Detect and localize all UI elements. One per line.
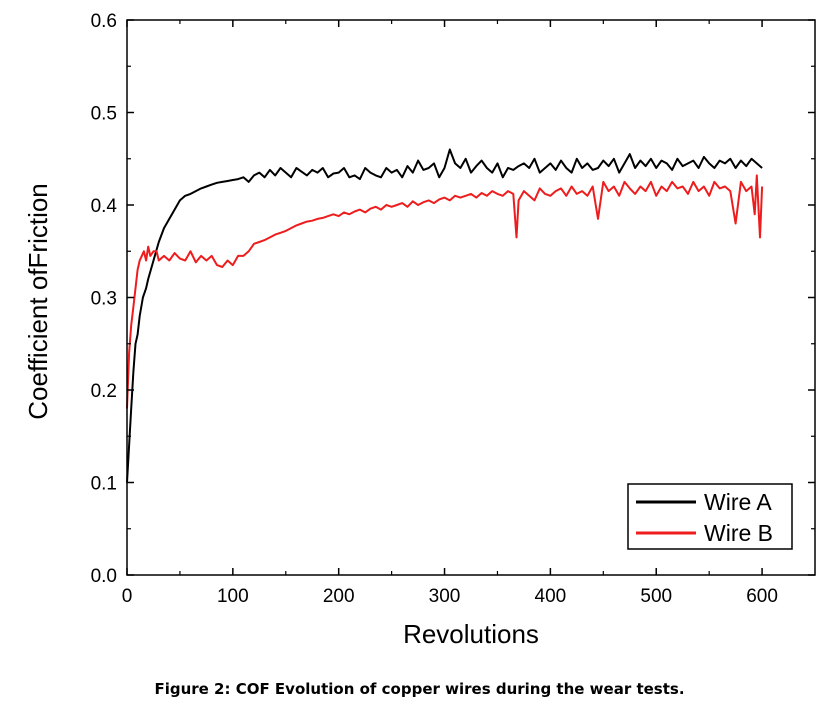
y-tick-label: 0.5 <box>91 104 117 125</box>
y-tick-label: 0.2 <box>91 381 117 402</box>
x-tick-label: 500 <box>640 586 672 607</box>
legend-items: Wire A Wire B <box>636 489 773 546</box>
x-tick-label: 600 <box>746 586 778 607</box>
x-tick-label: 100 <box>217 586 249 607</box>
legend: Wire A Wire B <box>627 483 793 550</box>
series-line-wire-a <box>126 148 763 483</box>
y-tick-label: 0.0 <box>91 566 117 587</box>
x-tick-label: 0 <box>122 586 133 607</box>
x-tick-label: 400 <box>535 586 567 607</box>
y-tick-label: 0.6 <box>91 11 117 32</box>
y-tick-label: 0.3 <box>91 289 117 310</box>
legend-label-wire-a: Wire A <box>704 489 772 515</box>
x-tick-label: 200 <box>323 586 355 607</box>
plot-area <box>126 148 764 483</box>
y-tick-label: 0.4 <box>91 196 118 217</box>
x-axis-title: Revolutions <box>403 619 539 649</box>
legend-box <box>627 483 793 550</box>
figure-caption: Figure 2: COF Evolution of copper wires … <box>154 680 685 698</box>
y-tick-label: 0.1 <box>91 474 117 495</box>
y-axis-title: Coefficient ofFriction <box>23 183 53 420</box>
series-line-wire-b <box>126 174 764 409</box>
x-tick-label: 300 <box>429 586 461 607</box>
legend-label-wire-b: Wire B <box>704 520 773 546</box>
ticks: 0 100 200 300 400 500 600 0.0 0.1 0.2 0.3 0.4 0.5 0.6 <box>91 11 815 607</box>
